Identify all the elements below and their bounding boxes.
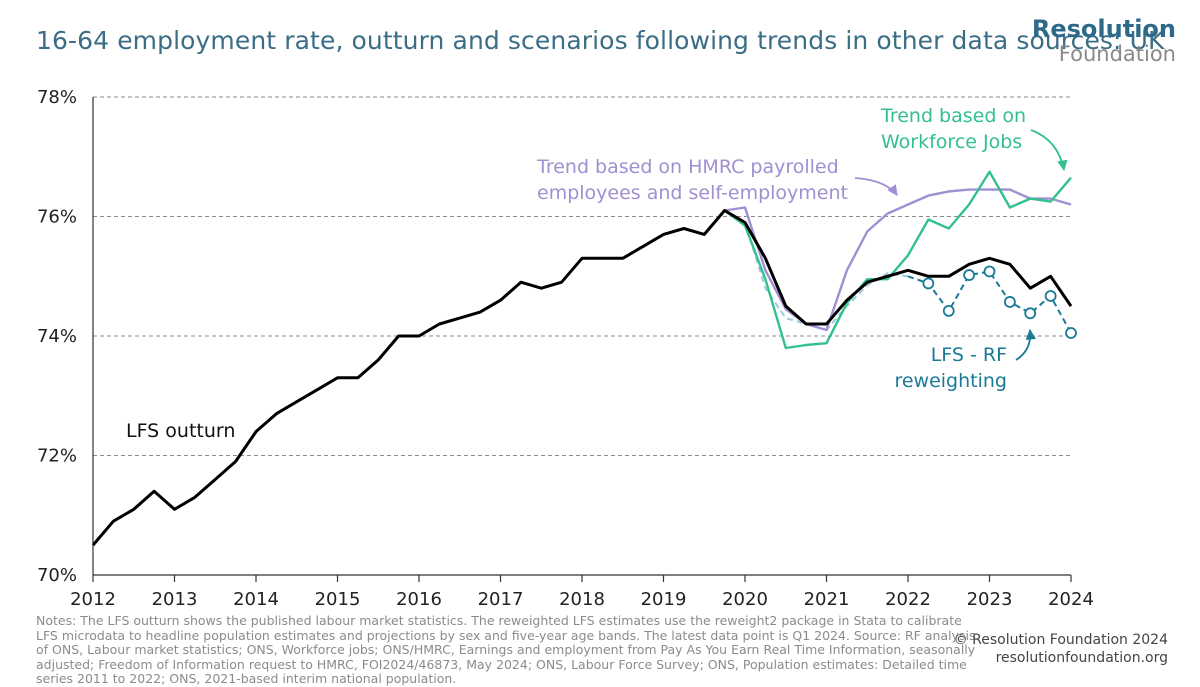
- workforce-jobs-annotation-arrow: [1030, 129, 1065, 171]
- annotation-label: LFS - RF: [931, 344, 1007, 366]
- x-tick-label: 2024: [1048, 589, 1094, 610]
- x-tick-label: 2014: [233, 589, 279, 610]
- copyright-text: © Resolution Foundation 2024: [953, 632, 1168, 648]
- y-tick-label: 74%: [37, 326, 77, 347]
- series-markers: [922, 265, 1077, 339]
- x-tick-label: 2022: [885, 589, 931, 610]
- annotation-label: Workforce Jobs: [881, 131, 1022, 153]
- rf-reweighting-point: [1044, 290, 1057, 302]
- x-tick-label: 2017: [478, 589, 524, 610]
- rf-reweighting-point: [1065, 327, 1077, 339]
- hmrc-annotation-arrow-head: [887, 184, 898, 196]
- website-link[interactable]: resolutionfoundation.org: [995, 650, 1168, 666]
- rf-reweighting-point: [963, 269, 976, 281]
- annotation-label: Trend based on HMRC payrolled: [536, 156, 839, 178]
- x-tick-label: 2021: [804, 589, 850, 610]
- resolution-foundation-logo: Resolution Foundation: [1032, 16, 1176, 66]
- copyright-block: © Resolution Foundation 2024 resolutionf…: [954, 631, 1168, 667]
- x-tick-label: 2023: [967, 589, 1013, 610]
- y-axis-ticks: 70% 72% 74% 76% 78%: [37, 87, 77, 586]
- employment-rate-line-chart: 70% 72% 74% 76% 78% 2012 2013 2014 2015 2016 2017…: [37, 87, 1094, 610]
- series-line-workforce-jobs-trend: [723, 170, 1072, 350]
- x-tick-label: 2018: [559, 589, 605, 610]
- y-tick-label: 76%: [37, 207, 77, 228]
- x-tick-label: 2019: [641, 589, 687, 610]
- rf-reweighting-point: [1003, 296, 1016, 308]
- series-line-rf-reweighting: [907, 270, 1072, 334]
- rf-reweighting-point: [942, 305, 955, 317]
- chart-notes: Notes: The LFS outturn shows the publish…: [36, 613, 976, 686]
- series-annotations: LFS outturn Trend based on HMRC payrolled…: [126, 105, 1026, 442]
- annotation-arrows: [854, 129, 1068, 361]
- rf-reweighting-point: [1024, 307, 1037, 320]
- workforce-jobs-annotation-arrow-head: [1057, 159, 1068, 172]
- y-tick-label: 78%: [37, 87, 77, 108]
- rf-reweighting-point: [983, 265, 996, 278]
- logo-wordmark-bottom: Foundation: [1058, 42, 1176, 66]
- y-tick-label: 70%: [37, 565, 77, 586]
- grid-lines: [93, 96, 1071, 456]
- x-tick-label: 2013: [152, 589, 198, 610]
- series-line-hmrc-trend: [724, 188, 1072, 332]
- x-tick-label: 2012: [70, 589, 116, 610]
- annotation-label: employees and self-employment: [537, 182, 848, 204]
- x-tick-label: 2020: [722, 589, 768, 610]
- logo-wordmark-top: Resolution: [1031, 15, 1176, 43]
- annotation-label: Trend based on: [880, 105, 1026, 127]
- series-lines: [91, 170, 1073, 547]
- x-tick-label: 2016: [396, 589, 442, 610]
- y-tick-label: 72%: [37, 446, 77, 467]
- series-line-lfs-outturn: [91, 209, 1073, 547]
- rf-reweighting-point: [922, 277, 935, 290]
- annotation-label: LFS outturn: [126, 420, 235, 442]
- rf-reweighting-annotation-arrow-head: [1025, 328, 1036, 340]
- annotation-label: reweighting: [894, 370, 1007, 392]
- hmrc-annotation-arrow: [854, 177, 898, 196]
- chart-title: 16-64 employment rate, outturn and scena…: [36, 26, 1165, 55]
- x-axis-ticks: 2012 2013 2014 2015 2016 2017 2018 2019 2020 2021…: [70, 575, 1094, 610]
- x-tick-label: 2015: [315, 589, 361, 610]
